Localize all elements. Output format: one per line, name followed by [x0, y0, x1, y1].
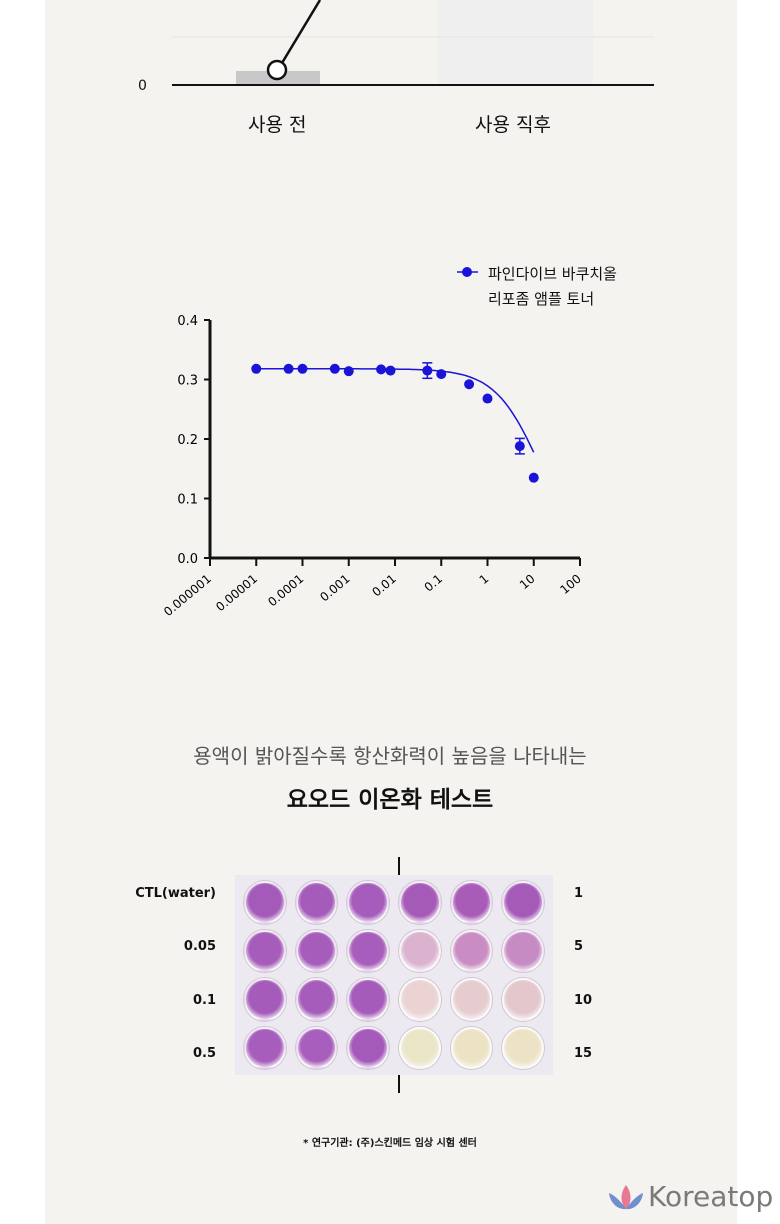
well [295, 1026, 338, 1069]
y-tick-0: 0 [138, 78, 147, 94]
well [295, 978, 338, 1021]
data-point [376, 364, 387, 375]
data-point [436, 369, 447, 380]
trend-line [280, 0, 322, 64]
right-label: 10 [574, 993, 593, 1008]
well [244, 929, 286, 972]
right-label: 15 [574, 1046, 593, 1061]
well [347, 881, 389, 924]
divider-top [398, 857, 400, 875]
well [347, 1026, 389, 1069]
iodine-title: 요오드 이온화 테스트 [286, 787, 494, 813]
data-point [343, 366, 354, 377]
x-tick-label: 1 [477, 572, 492, 588]
before-after-chart [172, 0, 654, 86]
data-point [422, 365, 433, 376]
data-point [464, 379, 475, 390]
data-point [329, 363, 340, 374]
legend-label: 파인다이브 바쿠치올 리포좀 앰플 토너 [488, 262, 617, 312]
antioxidant-chart: 0.0 0.1 0.2 0.3 0.4 0.000001 0.00001 0.0001 0.00… [161, 267, 584, 620]
well [399, 1026, 441, 1069]
well [502, 1026, 544, 1069]
y-tick-label: 0.1 [177, 493, 198, 508]
x-tick-label: 0.1 [422, 572, 446, 595]
well [347, 978, 389, 1021]
well [502, 881, 544, 924]
well [450, 881, 493, 924]
well [502, 929, 544, 972]
well [399, 978, 441, 1021]
before-point [266, 59, 288, 81]
well [450, 978, 493, 1021]
data-point [251, 363, 262, 374]
data-point [514, 441, 525, 452]
brand-name: Koreatop [648, 1180, 774, 1213]
well [244, 881, 286, 924]
fit-curve [256, 368, 535, 453]
left-label: 0.5 [192, 1046, 216, 1061]
y-tick-label: 0.4 [177, 314, 198, 329]
left-label: 0.05 [183, 939, 216, 954]
well [295, 881, 338, 924]
x-tick-label: 0.001 [317, 572, 352, 605]
x-tick-label: 0.0001 [265, 572, 306, 610]
footnote: * 연구기관: (주)스킨메드 임상 시험 센터 [303, 1138, 477, 1149]
y-tick-label: 0.2 [177, 433, 198, 448]
x-tick-label: 0.01 [369, 572, 398, 600]
lotus-logo-icon [609, 1185, 643, 1210]
divider-bottom [398, 1075, 400, 1093]
legend-line-1: 파인다이브 바쿠치올 [488, 265, 617, 283]
left-label: 0.1 [192, 993, 216, 1008]
legend-marker [462, 267, 472, 277]
data-point [482, 393, 493, 404]
x-tick-label: 10 [517, 572, 538, 593]
well [244, 978, 286, 1021]
well [450, 929, 493, 972]
data-point [528, 472, 539, 483]
category-after: 사용 직후 [475, 114, 551, 136]
right-label: 5 [574, 939, 584, 954]
data-point [385, 365, 396, 376]
right-label: 1 [574, 886, 584, 901]
legend-line-2: 리포좀 앰플 토너 [488, 290, 595, 308]
well [399, 881, 441, 924]
x-tick-label: 100 [557, 572, 584, 597]
x-tick-label: 0.000001 [161, 572, 214, 620]
after-bar [438, 0, 593, 85]
x-tick-label: 0.00001 [213, 572, 260, 615]
well [502, 978, 544, 1021]
well [347, 929, 389, 972]
data-point [297, 363, 308, 374]
y-tick-label: 0.0 [177, 552, 198, 567]
well [399, 929, 441, 972]
data-point [283, 363, 294, 374]
well [450, 1026, 493, 1069]
left-label: CTL(water) [135, 886, 216, 901]
well [244, 1026, 286, 1069]
y-tick-label: 0.3 [177, 374, 198, 389]
category-before: 사용 전 [248, 114, 307, 136]
well-plate-photo [235, 875, 553, 1075]
iodine-subtitle: 용액이 밝아질수록 항산화력이 높음을 나타내는 [193, 744, 587, 768]
well [295, 929, 338, 972]
